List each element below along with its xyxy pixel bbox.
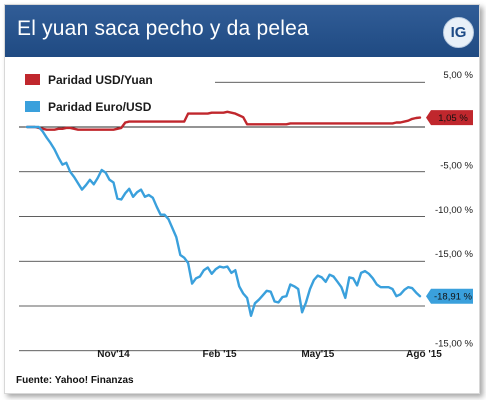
- x-tick-label-1: Feb '15: [203, 349, 237, 360]
- end-value-label-usd-yuan: 1,05 %: [438, 113, 468, 124]
- y-tick-label-0: 5,00 %: [443, 70, 473, 81]
- x-tick-label-2: May'15: [301, 349, 334, 360]
- chart-card: El yuan saca pecho y da pelea IG Paridad…: [4, 4, 480, 394]
- end-value-label-euro-usd: -18,91 %: [434, 292, 473, 303]
- legend-item-euro-usd: Paridad Euro/USD: [25, 100, 151, 114]
- y-tick-label-1: -5,00 %: [440, 160, 473, 171]
- legend-label-usd-yuan: Paridad USD/Yuan: [48, 73, 153, 87]
- legend-item-usd-yuan: Paridad USD/Yuan: [25, 73, 153, 87]
- legend-swatch-usd-yuan: [25, 74, 40, 85]
- chart-title: El yuan saca pecho y da pelea: [17, 17, 309, 40]
- x-tick-label-3: Ago '15: [406, 349, 442, 360]
- series-line-usd-yuan: [25, 110, 422, 131]
- header-bar: El yuan saca pecho y da pelea IG: [5, 5, 479, 57]
- legend-swatch-euro-usd: [25, 101, 40, 112]
- y-tick-label-3: -15,00 %: [435, 249, 474, 260]
- end-flag-usd-yuan: [426, 110, 473, 126]
- x-tick-label-0: Nov'14: [97, 349, 130, 360]
- legend-label-euro-usd: Paridad Euro/USD: [48, 100, 152, 114]
- line-chart: 5,00 % -5,00 % -10,00 % -15,00 % -15,00 % Nov…: [19, 70, 474, 360]
- source-note: Fuente: Yahoo! Finanzas: [16, 375, 134, 386]
- ig-logo: IG: [443, 17, 474, 48]
- end-flag-euro-usd: [426, 288, 473, 304]
- series-line-euro-usd: [25, 125, 422, 317]
- y-tick-label-2: -10,00 %: [435, 205, 474, 216]
- y-tick-label-4: -15,00 %: [435, 338, 474, 349]
